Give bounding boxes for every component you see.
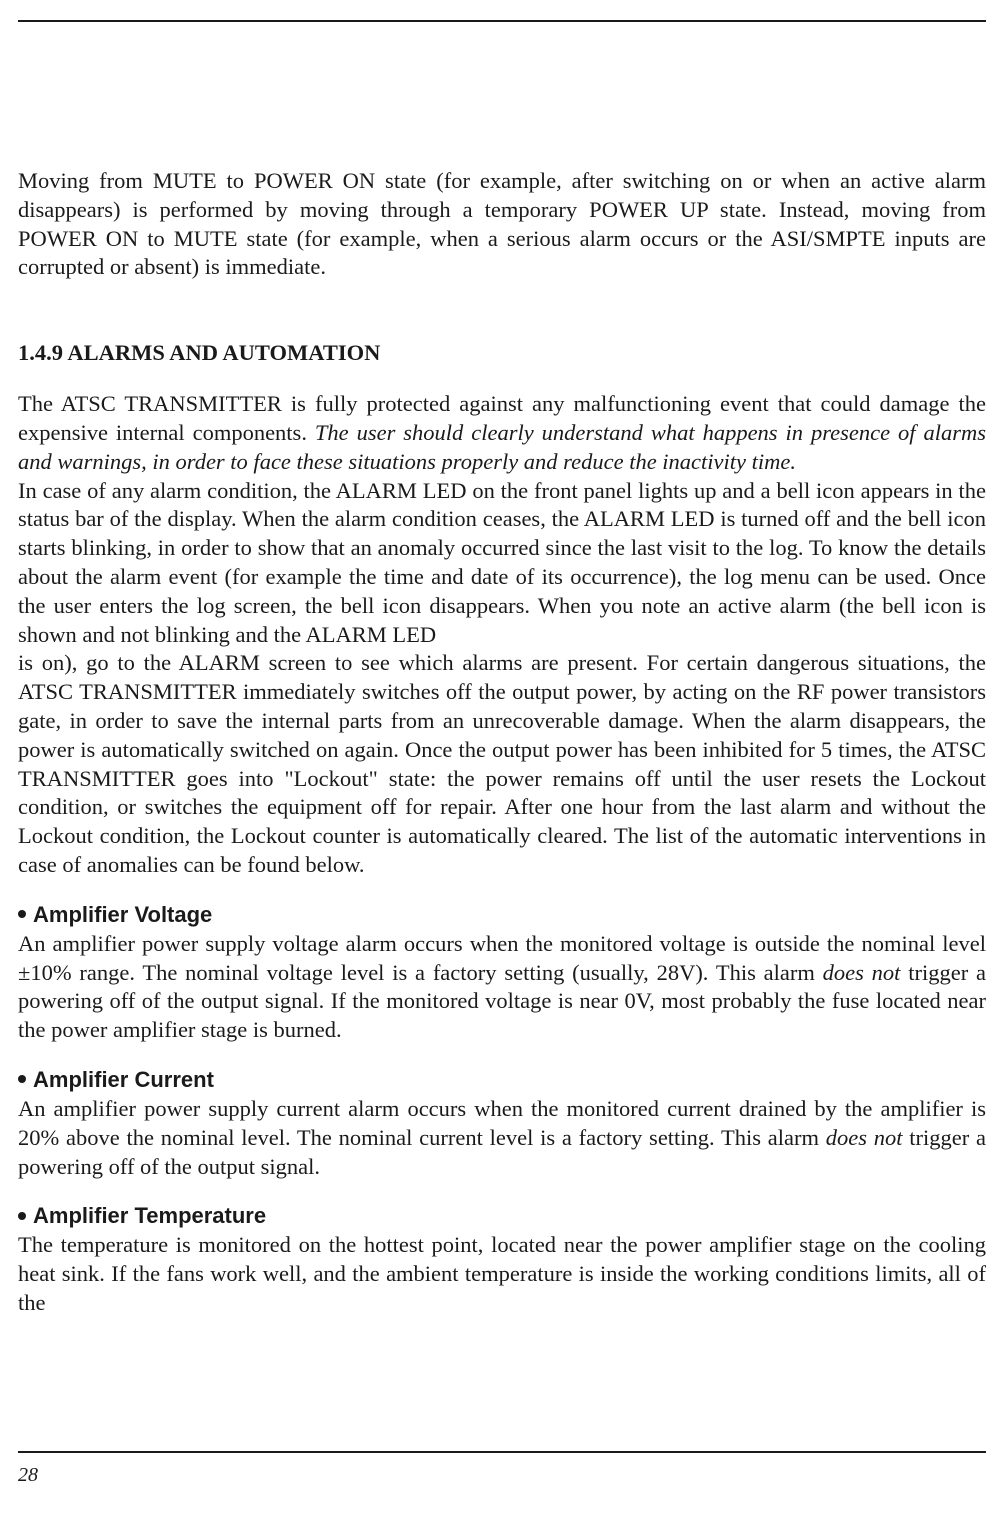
document-page: Moving from MUTE to POWER ON state (for …	[0, 20, 1004, 1521]
bullet-heading-amplifier-voltage: Amplifier Voltage	[18, 902, 986, 928]
intro-paragraph: Moving from MUTE to POWER ON state (for …	[18, 167, 986, 282]
bullet-dot-icon	[18, 1212, 26, 1220]
bullet-body-1: An amplifier power supply voltage alarm …	[18, 930, 986, 1045]
bullet-title-2: Amplifier Current	[33, 1067, 214, 1092]
bullet-heading-amplifier-temperature: Amplifier Temperature	[18, 1203, 986, 1229]
page-number: 28	[18, 1464, 38, 1487]
bullet2-italic: does not	[826, 1125, 903, 1150]
section-spacer	[18, 282, 986, 340]
section-paragraph-3: is on), go to the ALARM screen to see wh…	[18, 649, 986, 879]
bottom-horizontal-rule	[18, 1451, 986, 1453]
bullet-title-3: Amplifier Temperature	[33, 1203, 266, 1228]
bullet-dot-icon	[18, 910, 26, 918]
bullet-title-1: Amplifier Voltage	[33, 902, 212, 927]
bullet-body-3: The temperature is monitored on the hott…	[18, 1231, 986, 1317]
section-paragraph-1: The ATSC TRANSMITTER is fully protected …	[18, 390, 986, 476]
bullet3-text-a: The temperature is monitored on the hott…	[18, 1232, 986, 1315]
section-paragraph-2: In case of any alarm condition, the ALAR…	[18, 477, 986, 650]
bullet-heading-amplifier-current: Amplifier Current	[18, 1067, 986, 1093]
bullet-dot-icon	[18, 1075, 26, 1083]
top-horizontal-rule	[18, 20, 986, 22]
section-heading-alarms: 1.4.9 ALARMS AND AUTOMATION	[18, 340, 986, 366]
bullet-body-2: An amplifier power supply current alarm …	[18, 1095, 986, 1181]
bullet1-italic: does not	[823, 960, 901, 985]
